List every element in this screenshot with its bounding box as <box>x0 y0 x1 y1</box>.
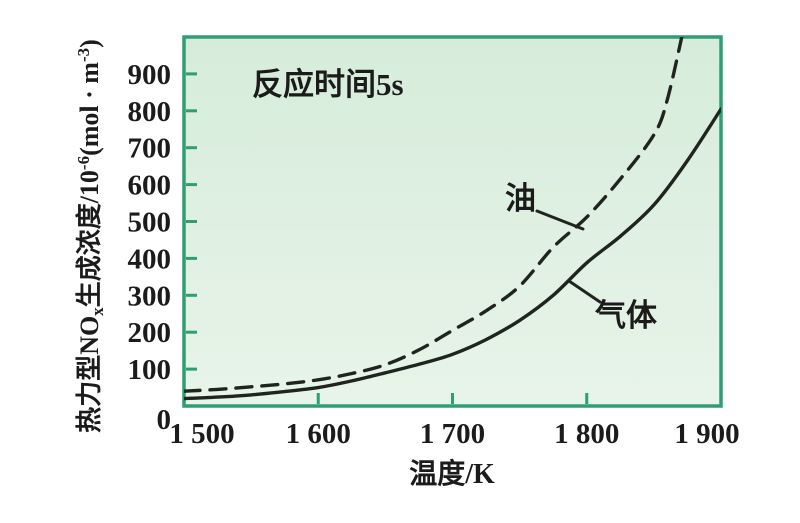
y-tick-label: 100 <box>128 354 172 386</box>
y-axis-ticks <box>186 72 197 371</box>
y-tick-label: 800 <box>128 96 172 128</box>
gas-label-leader-line <box>567 279 602 304</box>
y-tick-label: 900 <box>128 59 172 91</box>
y-tick-label: 700 <box>128 133 172 165</box>
y-axis-title-segment: (mol · m <box>75 62 104 156</box>
x-tick-label: 1 600 <box>286 418 351 450</box>
x-axis-title: 温度/K <box>409 458 495 490</box>
x-axis-ticks <box>316 393 589 404</box>
y-tick-label: 400 <box>128 243 172 275</box>
reaction-time-annotation: 反应时间5s <box>252 67 404 102</box>
y-axis-title-sup: -3 <box>74 48 93 62</box>
gas-series-curve <box>184 107 721 401</box>
x-tick-label: 1 800 <box>554 418 619 450</box>
oil-label-leader-line <box>535 209 585 231</box>
y-axis-title-sup: -6 <box>74 156 93 170</box>
y-axis-title: 热力型NOx生成浓度/10-6(mol · m-3) <box>74 39 107 433</box>
y-axis-tick-labels: 0 100 200 300 400 500 600 700 800 900 <box>128 59 172 436</box>
y-tick-label: 300 <box>128 280 172 312</box>
y-tick-label: 200 <box>128 317 172 349</box>
y-axis-title-segment: ) <box>75 39 104 48</box>
x-axis-tick-labels: 1 500 1 600 1 700 1 800 1 900 <box>169 418 739 450</box>
y-axis-title-segment: 生成浓度/10 <box>74 170 104 307</box>
oil-series-label: 油 <box>505 181 536 216</box>
y-tick-label: 600 <box>128 170 172 202</box>
plot-area <box>182 35 723 408</box>
y-axis-title-segment: 热力型NO <box>75 316 104 433</box>
gas-series-label: 气体 <box>594 298 657 333</box>
y-tick-label: 0 <box>157 404 172 436</box>
x-tick-label: 1 500 <box>169 418 234 450</box>
x-tick-label: 1 900 <box>674 418 739 450</box>
x-tick-label: 1 700 <box>420 418 485 450</box>
y-axis-title-sub: x <box>88 307 107 316</box>
oil-series-curve <box>184 37 684 393</box>
y-tick-label: 500 <box>128 207 172 239</box>
